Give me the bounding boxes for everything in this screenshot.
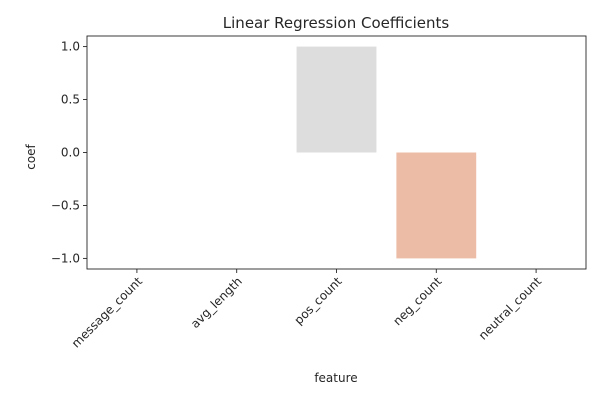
x-tick-label: neg_count [390, 274, 444, 328]
x-tick-label: avg_length [188, 274, 245, 331]
y-axis-label: coef [24, 143, 38, 169]
x-axis-ticks: message_count avg_length pos_count neg_coun… [69, 269, 545, 350]
bar-neg-count [396, 152, 477, 259]
bars-group [296, 46, 477, 259]
x-tick-label: neutral_count [476, 274, 545, 343]
bar-pos-count [296, 46, 377, 153]
y-tick-label: 1.0 [61, 40, 80, 54]
y-axis-ticks: −1.0 −0.5 0.0 0.5 1.0 [51, 40, 87, 265]
x-axis-label: feature [314, 371, 357, 385]
y-tick-label: −1.0 [51, 251, 80, 265]
y-tick-label: 0.5 [61, 93, 80, 107]
y-tick-label: −0.5 [51, 198, 80, 212]
plot-frame [86, 35, 587, 270]
chart-title: Linear Regression Coefficients [223, 14, 450, 32]
x-tick-label: pos_count [292, 274, 345, 327]
y-tick-label: 0.0 [61, 146, 80, 160]
x-tick-label: message_count [69, 274, 145, 350]
